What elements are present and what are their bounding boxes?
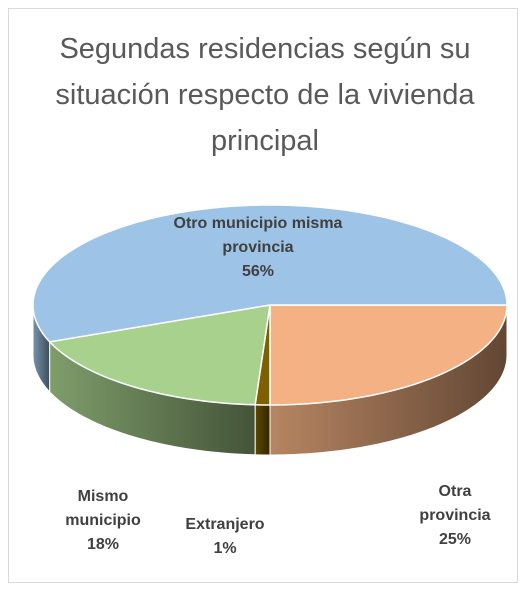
value-label: 25%	[438, 531, 472, 548]
value-label: 56%	[241, 263, 275, 280]
slice-side	[254, 404, 271, 456]
category-label: Extranjero	[185, 516, 265, 533]
slice	[48, 304, 271, 406]
data-label: Otra provincia 25%	[405, 480, 505, 552]
slice	[32, 204, 508, 343]
value-label: 18%	[86, 536, 120, 553]
chart-title: Segundas residencias según su situación …	[55, 33, 475, 157]
value-label: 1%	[213, 540, 237, 557]
data-label: Otro municipio misma provincia 56%	[138, 212, 378, 284]
category-label: Otro municipio misma provincia	[173, 215, 343, 256]
category-label: Otra provincia	[419, 483, 491, 524]
chart-frame	[8, 8, 518, 583]
data-label: Mismo municipio 18%	[53, 485, 153, 557]
data-label: Extranjero 1%	[170, 513, 280, 561]
slice	[269, 304, 508, 406]
category-label: Mismo municipio	[65, 488, 141, 529]
